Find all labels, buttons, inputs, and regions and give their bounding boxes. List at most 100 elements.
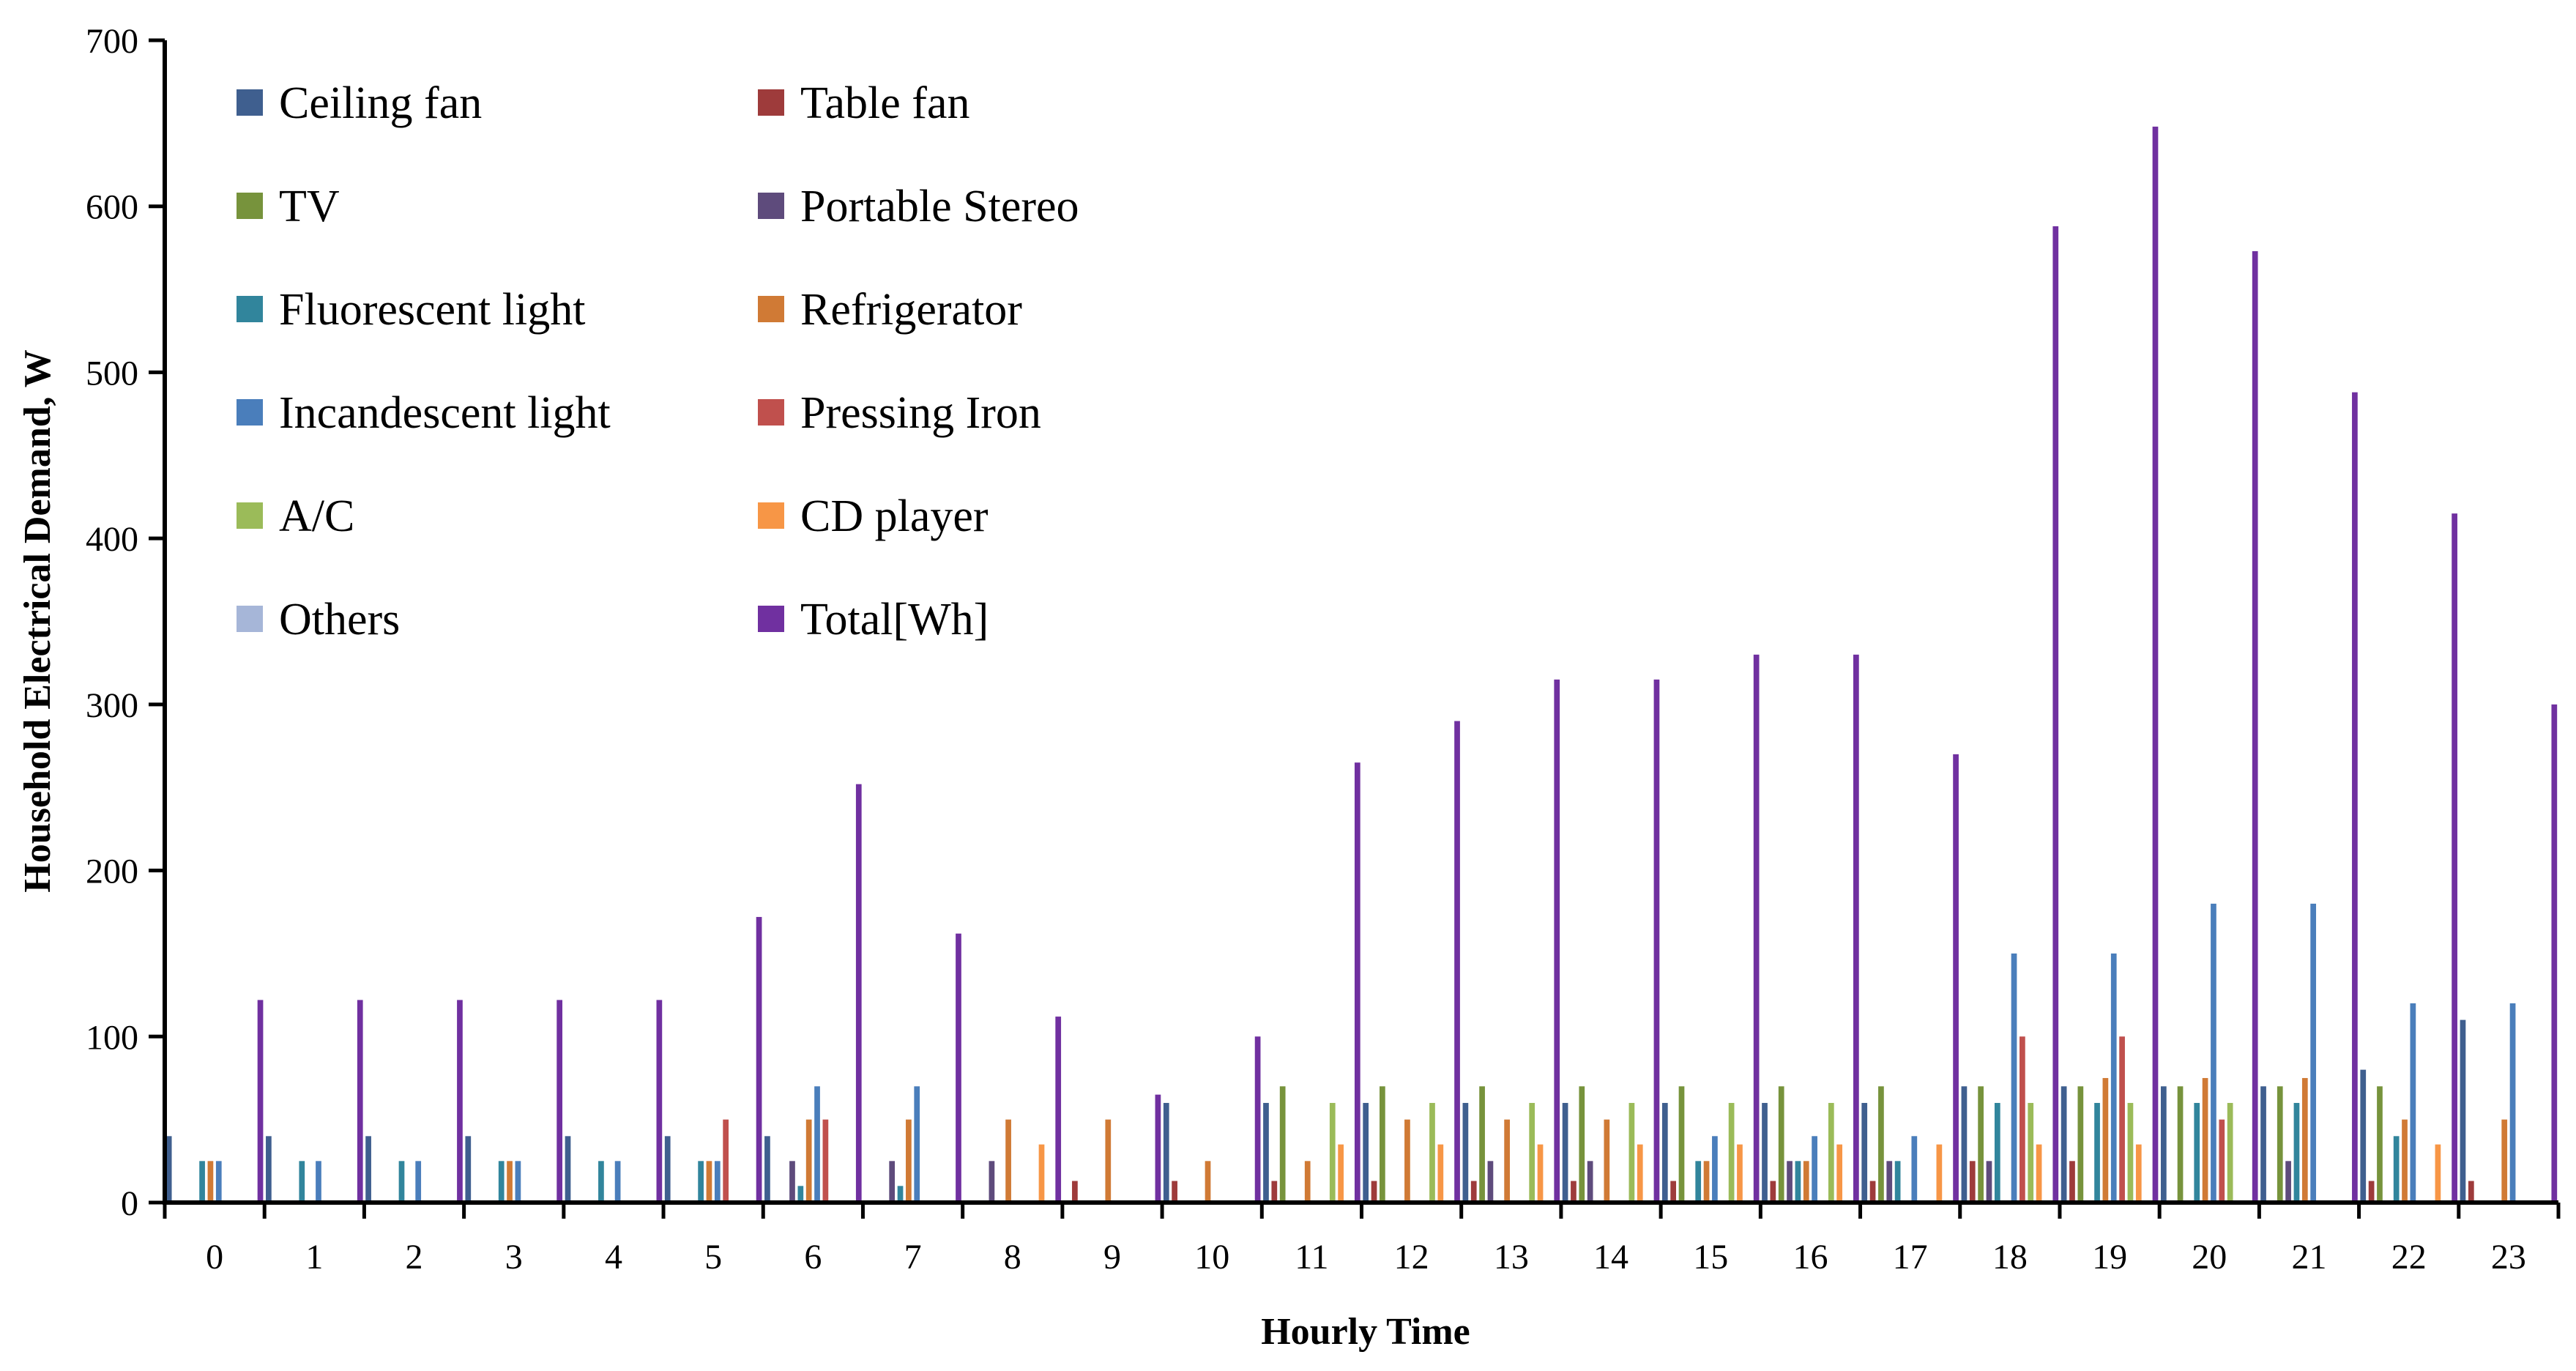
series-pressing-iron	[723, 1036, 2225, 1203]
bar	[2102, 1077, 2109, 1203]
bar	[2410, 1003, 2416, 1203]
bar	[1429, 1102, 1435, 1203]
bar	[2460, 1019, 2466, 1203]
legend-label: Pressing Iron	[800, 388, 1041, 438]
bar	[257, 1000, 264, 1203]
x-tick-label: 15	[1693, 1238, 1728, 1277]
y-axis-title: Household Electrical Demand, W	[17, 349, 59, 892]
y-tick-label: 0	[121, 1184, 138, 1223]
x-tick-label: 10	[1194, 1238, 1229, 1277]
x-tick-label: 7	[904, 1238, 922, 1277]
x-axis-ticks: 0 1 2 3 4 5 6 7 8 9 10 11 12 13 14 15 16 17 18 19 20 21 22 23	[163, 1203, 2561, 1277]
bar	[199, 1161, 205, 1203]
bar	[906, 1119, 912, 1203]
bar	[1661, 1102, 1668, 1203]
bar	[2135, 1144, 2142, 1203]
legend-label: A/C	[279, 491, 354, 541]
bar	[897, 1186, 904, 1203]
bar	[1579, 1086, 1585, 1203]
bar	[1172, 1181, 1177, 1203]
x-tick-label: 19	[2092, 1238, 2127, 1277]
bar	[2110, 953, 2117, 1203]
series-total-wh	[257, 126, 2558, 1203]
legend-swatch	[237, 399, 263, 426]
bar	[2551, 704, 2558, 1203]
legend-swatch	[237, 193, 263, 219]
x-tick-label: 5	[704, 1238, 722, 1277]
legend-swatch	[758, 89, 784, 116]
bar	[1753, 654, 1760, 1203]
bar	[2509, 1003, 2516, 1203]
legend-swatch	[758, 399, 784, 426]
bar	[457, 1000, 463, 1203]
legend-swatch	[758, 296, 784, 322]
legend-label: Portable Stereo	[800, 182, 1079, 231]
bar	[398, 1161, 405, 1203]
bar	[1978, 1086, 1984, 1203]
bar	[723, 1119, 729, 1203]
bar	[1537, 1144, 1544, 1203]
series-ceiling-fan	[165, 1019, 2466, 1203]
bar	[2160, 1086, 2167, 1203]
legend-label: Refrigerator	[800, 285, 1022, 335]
bar	[1861, 1102, 1868, 1203]
bar	[1795, 1161, 1801, 1203]
bar	[1562, 1102, 1568, 1203]
bar	[2077, 1086, 2084, 1203]
bar	[565, 1136, 571, 1203]
bar	[1470, 1181, 1477, 1203]
bar	[989, 1161, 995, 1203]
bar	[215, 1161, 222, 1203]
x-axis-title: Hourly Time	[1261, 1311, 1470, 1353]
x-tick-label: 13	[1494, 1238, 1529, 1277]
bar	[1371, 1181, 1377, 1203]
bar	[2127, 1102, 2134, 1203]
bar	[889, 1161, 896, 1203]
bar	[656, 1000, 663, 1203]
bar	[1828, 1102, 1834, 1203]
bar	[2219, 1119, 2225, 1203]
bar	[1728, 1102, 1735, 1203]
bar	[1205, 1161, 1211, 1203]
bar	[1363, 1102, 1369, 1203]
bar	[1670, 1181, 1677, 1203]
legend-swatch	[758, 606, 784, 632]
bar	[2368, 1181, 2375, 1203]
bar	[1936, 1144, 1943, 1203]
bar	[2452, 513, 2457, 1203]
bar	[165, 1136, 172, 1203]
bar	[1105, 1119, 1112, 1203]
bar	[1529, 1102, 1535, 1203]
legend-item: CD player	[758, 491, 989, 541]
y-axis-ticks: 0 100 200 300 400 500 600 700	[86, 22, 165, 1223]
bar	[2069, 1161, 2075, 1203]
bar	[2402, 1119, 2408, 1203]
bar	[2211, 903, 2216, 1203]
bar	[2227, 1102, 2233, 1203]
bar	[498, 1161, 505, 1203]
bar	[1770, 1181, 1776, 1203]
legend-swatch	[237, 502, 263, 529]
legend-item: Table fan	[758, 78, 969, 128]
x-tick-label: 17	[1893, 1238, 1928, 1277]
x-tick-label: 0	[206, 1238, 223, 1277]
legend-item: Ceiling fan	[237, 78, 482, 128]
x-tick-label: 16	[1793, 1238, 1828, 1277]
legend-label: Ceiling fan	[279, 78, 482, 128]
x-tick-label: 23	[2491, 1238, 2526, 1277]
x-tick-label: 18	[1992, 1238, 2028, 1277]
legend-item: Refrigerator	[758, 285, 1022, 335]
bar	[2011, 953, 2017, 1203]
bar	[2202, 1077, 2208, 1203]
bar	[207, 1161, 214, 1203]
bar	[1737, 1144, 1743, 1203]
bar	[1836, 1144, 1843, 1203]
bar	[2377, 1086, 2383, 1203]
legend-item: Incandescent light	[237, 388, 611, 438]
bar	[1911, 1136, 1918, 1203]
bar	[1462, 1102, 1469, 1203]
bar	[1628, 1102, 1635, 1203]
y-tick-label: 600	[86, 188, 138, 227]
bar	[415, 1161, 422, 1203]
